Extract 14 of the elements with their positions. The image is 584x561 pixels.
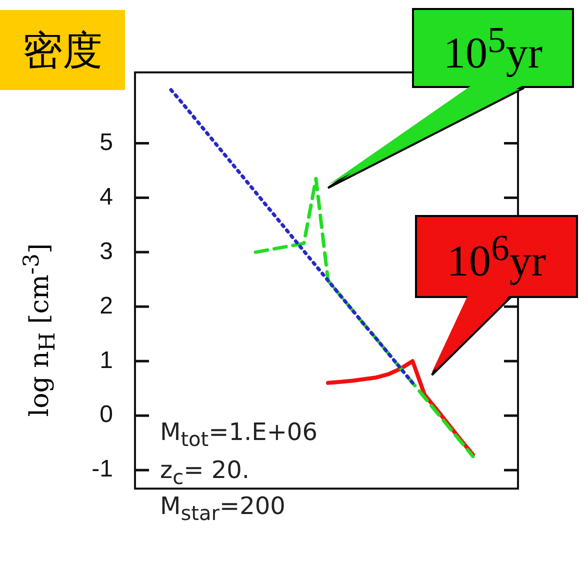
y-tick-label: 5 — [100, 128, 113, 156]
y-tick-label: -1 — [92, 456, 113, 483]
annotation: z$_{c}$= 20. — [160, 456, 250, 489]
text: M$_{star}$=200 — [160, 492, 286, 525]
annotation: M$_{tot}$=1.E+06 — [160, 418, 318, 451]
text: 10$^{5}$yr — [444, 18, 542, 78]
y-tick-label: 2 — [100, 292, 113, 320]
y-tick-label: 3 — [100, 238, 113, 265]
y-tick-label: 1 — [100, 346, 113, 374]
y-tick-label: 4 — [100, 183, 113, 210]
y-tick-label: 0 — [100, 401, 113, 428]
line-series — [169, 88, 414, 385]
chart-title: 密度 — [22, 26, 102, 76]
series-label: 10$^{6}$yr — [447, 226, 546, 287]
